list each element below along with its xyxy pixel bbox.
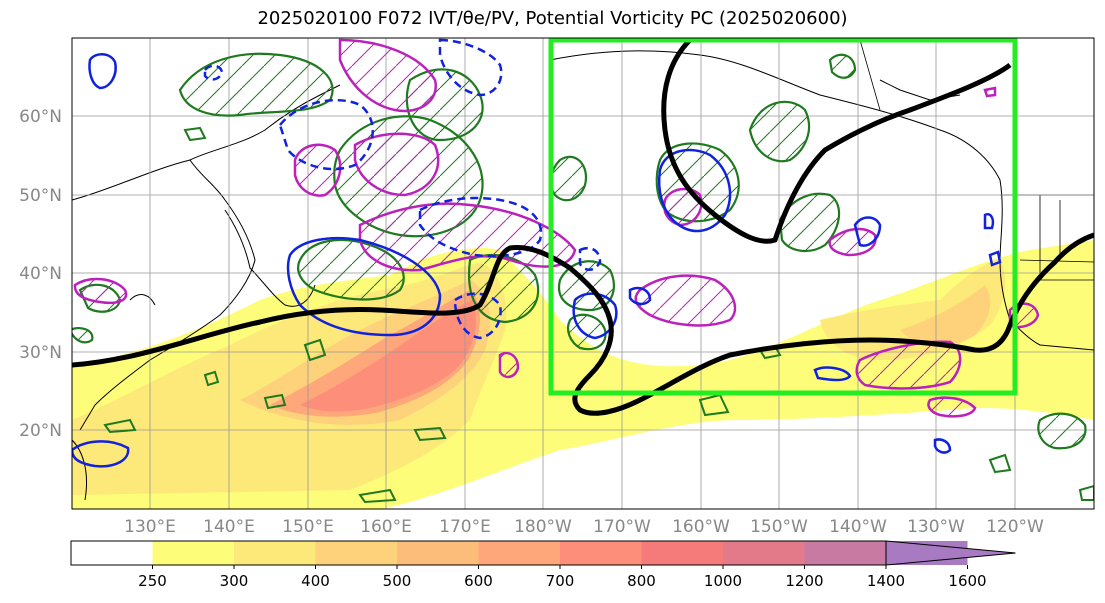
map-title: 2025020100 F072 IVT/θe/PV, Potential Vor… [257,8,848,29]
latitude-labels: 60°N 50°N 40°N 30°N 20°N [19,107,62,441]
lon-label: 130°W [907,517,965,537]
pv-negative-contours [72,53,1002,468]
colorbar-tick-label: 1000 [704,572,742,590]
lon-label: 120°W [986,517,1044,537]
colorbar-tick-label: 800 [627,572,656,590]
colorbar-segment [723,541,805,565]
region-box [548,38,1018,396]
colorbar-segment [152,541,234,565]
map-border [71,37,1095,510]
lon-label: 130°E [124,517,176,537]
lat-label: 30°N [19,343,62,363]
ivt-shading [72,240,1094,509]
colorbar-extension [885,540,1016,566]
lon-label: 140°E [203,517,255,537]
lon-label: 170°W [593,517,651,537]
lon-label: 150°E [282,517,334,537]
longitude-labels: 130°E 140°E 150°E 160°E 170°E 180°W 170°… [124,517,1044,537]
colorbar-tick-label: 600 [464,572,493,590]
lon-label: 170°E [439,517,491,537]
colorbar-tick-label: 500 [383,572,412,590]
colorbar-tick-label: 700 [546,572,575,590]
colorbar-tick-label: 400 [301,572,330,590]
pv-dashed-contours [203,38,602,340]
colorbar-segment [478,541,560,565]
lon-label: 160°E [360,517,412,537]
colorbar-segment [804,541,886,565]
lat-label: 60°N [19,107,62,127]
colorbar-tick-label: 1200 [785,572,823,590]
colorbar-segment [641,541,723,565]
colorbar-segment [315,541,397,565]
colorbar-segment [397,541,479,565]
lon-label: 180°W [514,517,572,537]
colorbar-segment [234,541,316,565]
lat-label: 20°N [19,421,62,441]
coastlines [72,50,1094,501]
colorbar-tick-label: 250 [138,572,167,590]
map-content [72,38,1094,509]
colorbar-tick-label: 1400 [867,572,905,590]
jet-contours [72,38,1094,416]
colorbar-segment [560,541,642,565]
lon-label: 140°W [829,517,887,537]
colorbar-segment [71,541,153,565]
lat-label: 50°N [19,186,62,206]
colorbar: 250 300 400 500 600 700 800 1000 1200 1400 1600 [70,540,1016,590]
colorbar-tick-label: 300 [220,572,249,590]
colorbar-tick-label: 1600 [948,572,986,590]
lat-label: 40°N [19,264,62,284]
lon-label: 160°W [672,517,730,537]
lon-label: 150°W [750,517,808,537]
